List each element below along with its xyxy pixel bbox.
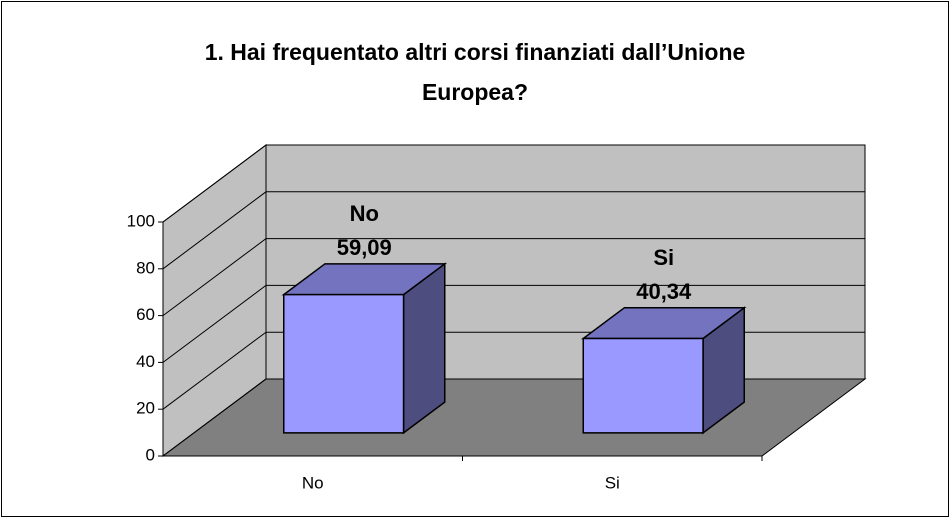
y-tick-label: 100: [127, 211, 155, 230]
y-tick-label: 60: [136, 305, 155, 324]
data-label: 59,09: [337, 235, 392, 260]
data-label-category: No: [350, 201, 379, 226]
data-label: 40,34: [636, 279, 692, 304]
bar: [283, 293, 405, 434]
y-tick-label: 40: [136, 352, 155, 371]
x-tick-label: Si: [605, 473, 620, 492]
grid-line: [162, 144, 865, 223]
grid-line: [162, 238, 865, 317]
y-tick-label: 20: [136, 399, 155, 418]
chart-title: 1. Hai frequentato altri corsi finanziat…: [204, 39, 746, 105]
bar: [582, 337, 704, 434]
y-tick-label: 0: [146, 445, 155, 464]
y-tick-label: 80: [136, 258, 155, 277]
grid-line: [162, 191, 865, 270]
x-tick-label: No: [302, 473, 324, 492]
data-label-category: Si: [653, 245, 674, 270]
grid-line: [162, 284, 865, 363]
floor: [161, 378, 867, 457]
